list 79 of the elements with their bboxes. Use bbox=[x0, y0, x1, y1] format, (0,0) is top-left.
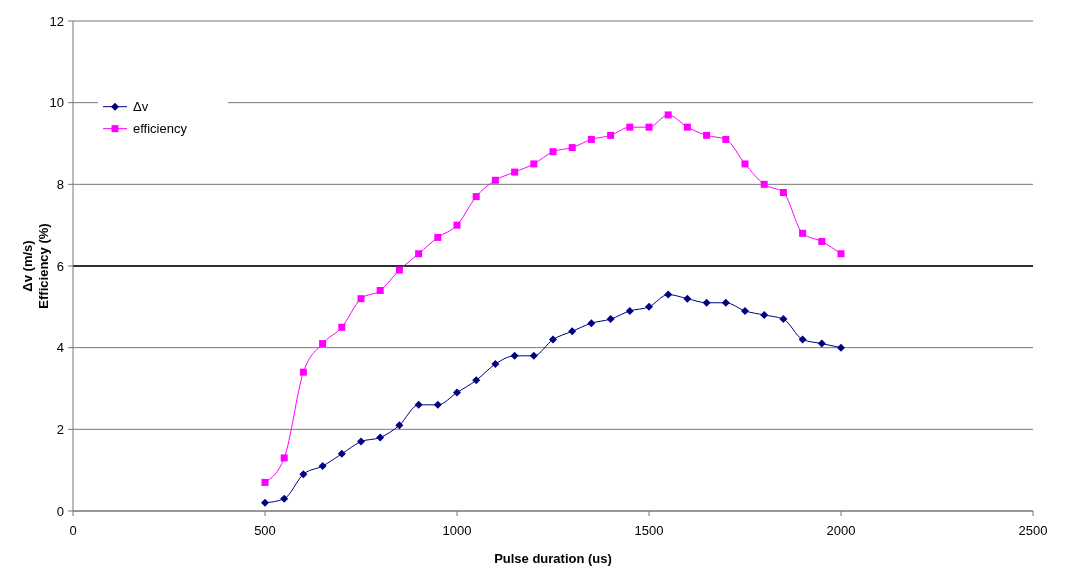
point bbox=[837, 343, 845, 352]
point bbox=[645, 123, 653, 131]
point bbox=[280, 454, 288, 462]
y-tick-label: 2 bbox=[56, 421, 64, 437]
point bbox=[683, 123, 691, 131]
point bbox=[299, 470, 308, 479]
point bbox=[261, 478, 269, 486]
point bbox=[261, 498, 269, 507]
point bbox=[318, 462, 327, 471]
y-axis-title: Δv (m/s) Efficiency (%) bbox=[20, 223, 51, 309]
point bbox=[664, 290, 673, 299]
point bbox=[357, 437, 365, 446]
point bbox=[683, 294, 692, 303]
point bbox=[702, 298, 711, 307]
point bbox=[338, 323, 346, 331]
point bbox=[664, 111, 672, 119]
point bbox=[568, 327, 577, 336]
point bbox=[625, 306, 634, 315]
point bbox=[434, 233, 442, 241]
point bbox=[472, 193, 480, 201]
point bbox=[818, 238, 826, 245]
point bbox=[319, 340, 327, 348]
point bbox=[549, 335, 557, 344]
y-tick-label: 8 bbox=[56, 176, 64, 192]
y-tick-label: 4 bbox=[56, 340, 64, 356]
point bbox=[799, 229, 807, 237]
legend-label: Δv bbox=[133, 99, 149, 115]
point bbox=[721, 298, 730, 307]
point bbox=[376, 287, 384, 294]
point bbox=[837, 250, 845, 258]
point bbox=[395, 421, 404, 430]
point bbox=[376, 433, 385, 442]
point bbox=[587, 135, 595, 143]
point bbox=[472, 376, 481, 385]
x-axis-title: Pulse duration (us) bbox=[494, 551, 612, 566]
point bbox=[511, 168, 519, 176]
point bbox=[280, 494, 289, 503]
point bbox=[491, 360, 500, 368]
point bbox=[779, 189, 787, 196]
point bbox=[491, 176, 499, 184]
point bbox=[760, 311, 769, 319]
point bbox=[587, 319, 596, 328]
y-tick-label: 12 bbox=[49, 13, 64, 29]
point bbox=[798, 335, 807, 344]
x-tick-label: 1500 bbox=[634, 523, 664, 538]
point bbox=[453, 221, 461, 229]
x-tick-label: 500 bbox=[254, 523, 276, 538]
x-tick-label: 2000 bbox=[826, 523, 856, 538]
point bbox=[568, 144, 576, 152]
point bbox=[337, 449, 346, 458]
point bbox=[722, 135, 730, 143]
x-tick-label: 1000 bbox=[442, 523, 472, 538]
point bbox=[741, 160, 749, 168]
point bbox=[645, 302, 653, 311]
y-tick-label: 10 bbox=[49, 95, 64, 111]
point bbox=[299, 368, 307, 376]
point bbox=[510, 351, 519, 360]
x-tick-label: 2500 bbox=[1018, 523, 1048, 538]
point bbox=[529, 351, 538, 360]
point bbox=[453, 388, 461, 397]
point bbox=[741, 306, 749, 315]
point bbox=[395, 266, 403, 274]
legend-label: efficiency bbox=[133, 121, 188, 137]
point bbox=[433, 400, 442, 409]
point bbox=[414, 400, 423, 409]
y-tick-label: 0 bbox=[56, 503, 64, 519]
point bbox=[606, 315, 615, 324]
y-tick-label: 6 bbox=[56, 258, 64, 274]
point bbox=[760, 180, 768, 188]
point bbox=[549, 148, 557, 156]
point bbox=[817, 339, 826, 348]
point bbox=[703, 131, 711, 139]
x-tick-label: 0 bbox=[69, 523, 77, 538]
point bbox=[779, 315, 788, 324]
point bbox=[415, 250, 423, 258]
point bbox=[607, 131, 615, 139]
point bbox=[626, 123, 634, 131]
point bbox=[530, 160, 538, 168]
point bbox=[357, 295, 365, 303]
